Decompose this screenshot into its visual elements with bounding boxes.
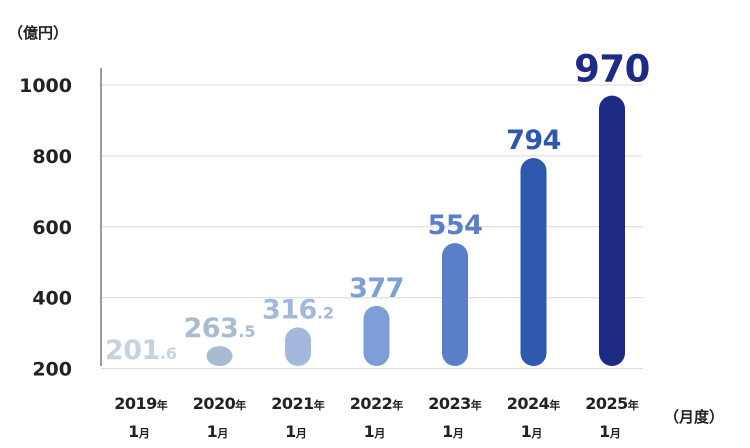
x-tick-label-month: 1月 bbox=[521, 422, 543, 441]
x-tick-label-month: 1月 bbox=[599, 422, 621, 441]
value-label-2022: 377 bbox=[349, 273, 404, 304]
bar-2022 bbox=[363, 305, 390, 366]
value-label-2024: 794 bbox=[506, 125, 561, 156]
value-label-2025: 970 bbox=[574, 48, 650, 91]
x-tick-label-year: 2024年 bbox=[507, 394, 561, 413]
x-axis-labels: 2019年 1月 2020年 1月 2021年 1月 2022年 1月 2023年 1月 2024年… bbox=[114, 394, 639, 441]
bar-2020 bbox=[206, 346, 233, 366]
bar-2024 bbox=[520, 158, 547, 366]
x-tick-label-year: 2021年 bbox=[271, 394, 325, 413]
value-label-2023: 554 bbox=[428, 210, 483, 241]
y-tick-label: 400 bbox=[32, 288, 72, 310]
gridlines bbox=[101, 84, 643, 370]
bar-2023 bbox=[442, 243, 468, 366]
y-axis-unit-label: （億円） bbox=[8, 24, 68, 42]
bars bbox=[206, 95, 625, 366]
bar-2025 bbox=[599, 95, 625, 366]
x-tick-label-year: 2022年 bbox=[350, 394, 404, 413]
bar-2021 bbox=[285, 327, 311, 366]
x-tick-label-year: 2020年 bbox=[193, 394, 247, 413]
y-tick-label: 800 bbox=[32, 146, 72, 168]
x-tick-label-year: 2025年 bbox=[585, 394, 639, 413]
value-label-2020: 263.5 bbox=[183, 313, 255, 344]
y-tick-label: 1000 bbox=[19, 75, 72, 97]
x-tick-label-month: 1月 bbox=[364, 422, 386, 441]
y-tick-label: 200 bbox=[32, 359, 72, 381]
value-label-2019: 201.6 bbox=[105, 335, 177, 366]
x-tick-label-month: 1月 bbox=[128, 422, 150, 441]
y-axis-ticks: 200 400 600 800 1000 bbox=[19, 75, 72, 381]
x-tick-label-month: 1月 bbox=[442, 422, 464, 441]
value-label-2021: 316.2 bbox=[262, 294, 334, 325]
x-axis-unit-label: （月度） bbox=[664, 408, 724, 426]
y-tick-label: 600 bbox=[32, 217, 72, 239]
x-tick-label-year: 2023年 bbox=[428, 394, 482, 413]
x-tick-label-year: 2019年 bbox=[114, 394, 168, 413]
x-tick-label-month: 1月 bbox=[285, 422, 307, 441]
x-tick-label-month: 1月 bbox=[207, 422, 229, 441]
